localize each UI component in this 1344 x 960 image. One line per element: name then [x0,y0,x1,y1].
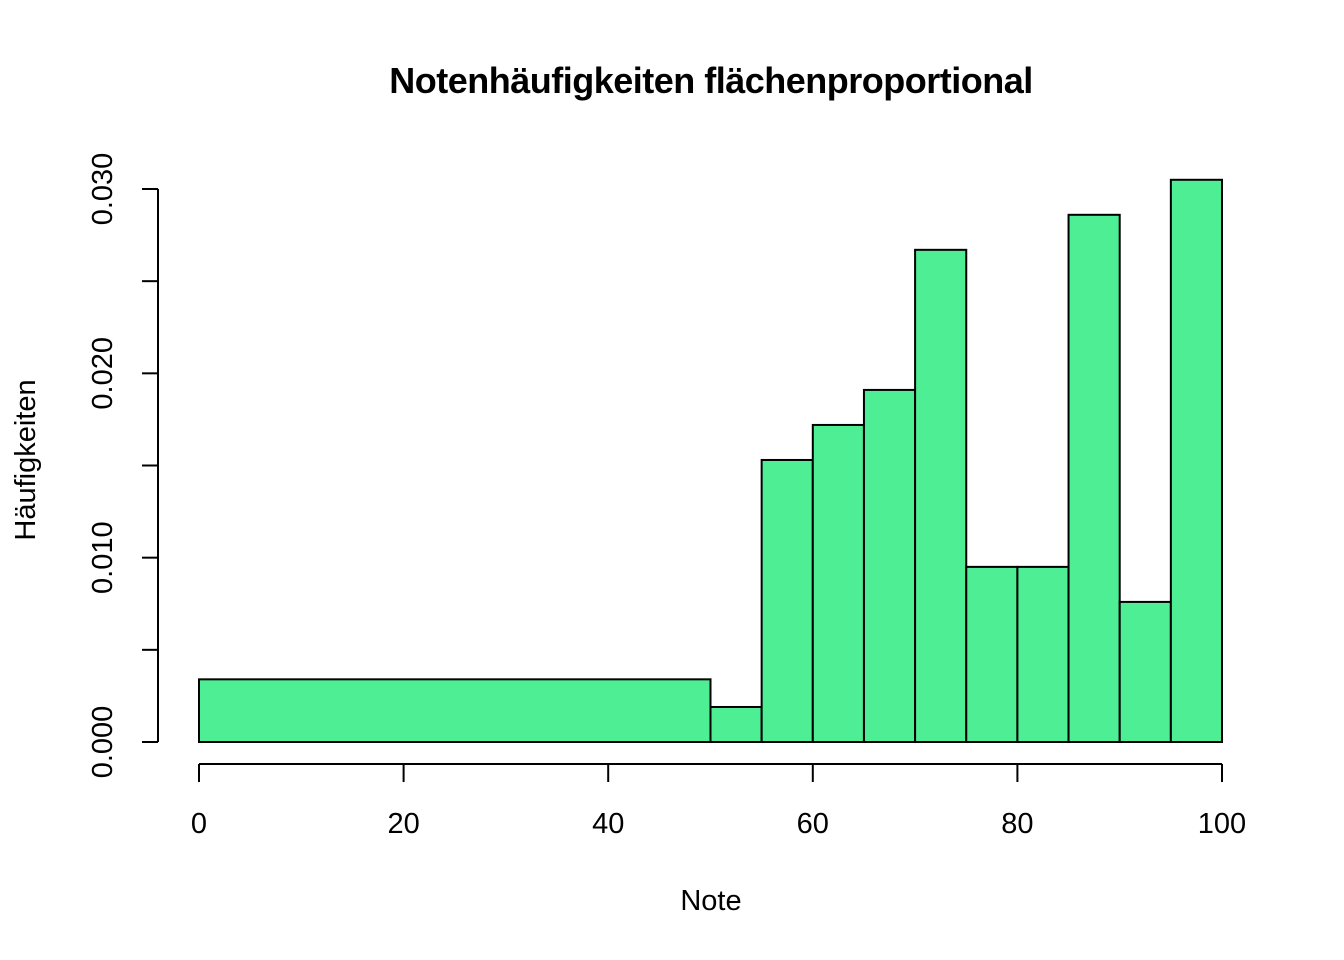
y-axis: 0.000 0.010 0.020 0.030 [87,153,159,779]
y-tick-label: 0.020 [87,337,119,410]
bar-80-85 [1016,565,1070,744]
x-axis: 0 20 40 60 80 100 [191,763,1246,840]
bars-group [198,178,1223,744]
y-tick-label: 0.010 [87,521,119,594]
x-axis-label: Note [680,885,741,917]
bar-55-60 [760,458,814,743]
bar-85-90 [1067,213,1121,744]
y-tick-label: 0.000 [87,706,119,779]
x-tick-label: 20 [387,808,419,840]
bar-75-80 [965,565,1019,744]
x-tick-label: 60 [797,808,829,840]
chart-title: Notenhäufigkeiten flächenproportional [389,60,1033,101]
bar-60-65 [811,423,865,743]
x-tick-label: 80 [1001,808,1033,840]
y-axis-label: Häufigkeiten [10,379,42,540]
x-tick-label: 100 [1198,808,1246,840]
bar-70-75 [914,248,968,744]
bar-50-55 [709,705,763,744]
bar-95-100 [1169,178,1223,744]
x-tick-label: 0 [191,808,207,840]
y-tick-label: 0.030 [87,153,119,226]
x-tick-label: 40 [592,808,624,840]
bar-65-70 [862,388,917,743]
bar-0-50 [198,678,712,743]
bar-90-95 [1118,600,1172,744]
